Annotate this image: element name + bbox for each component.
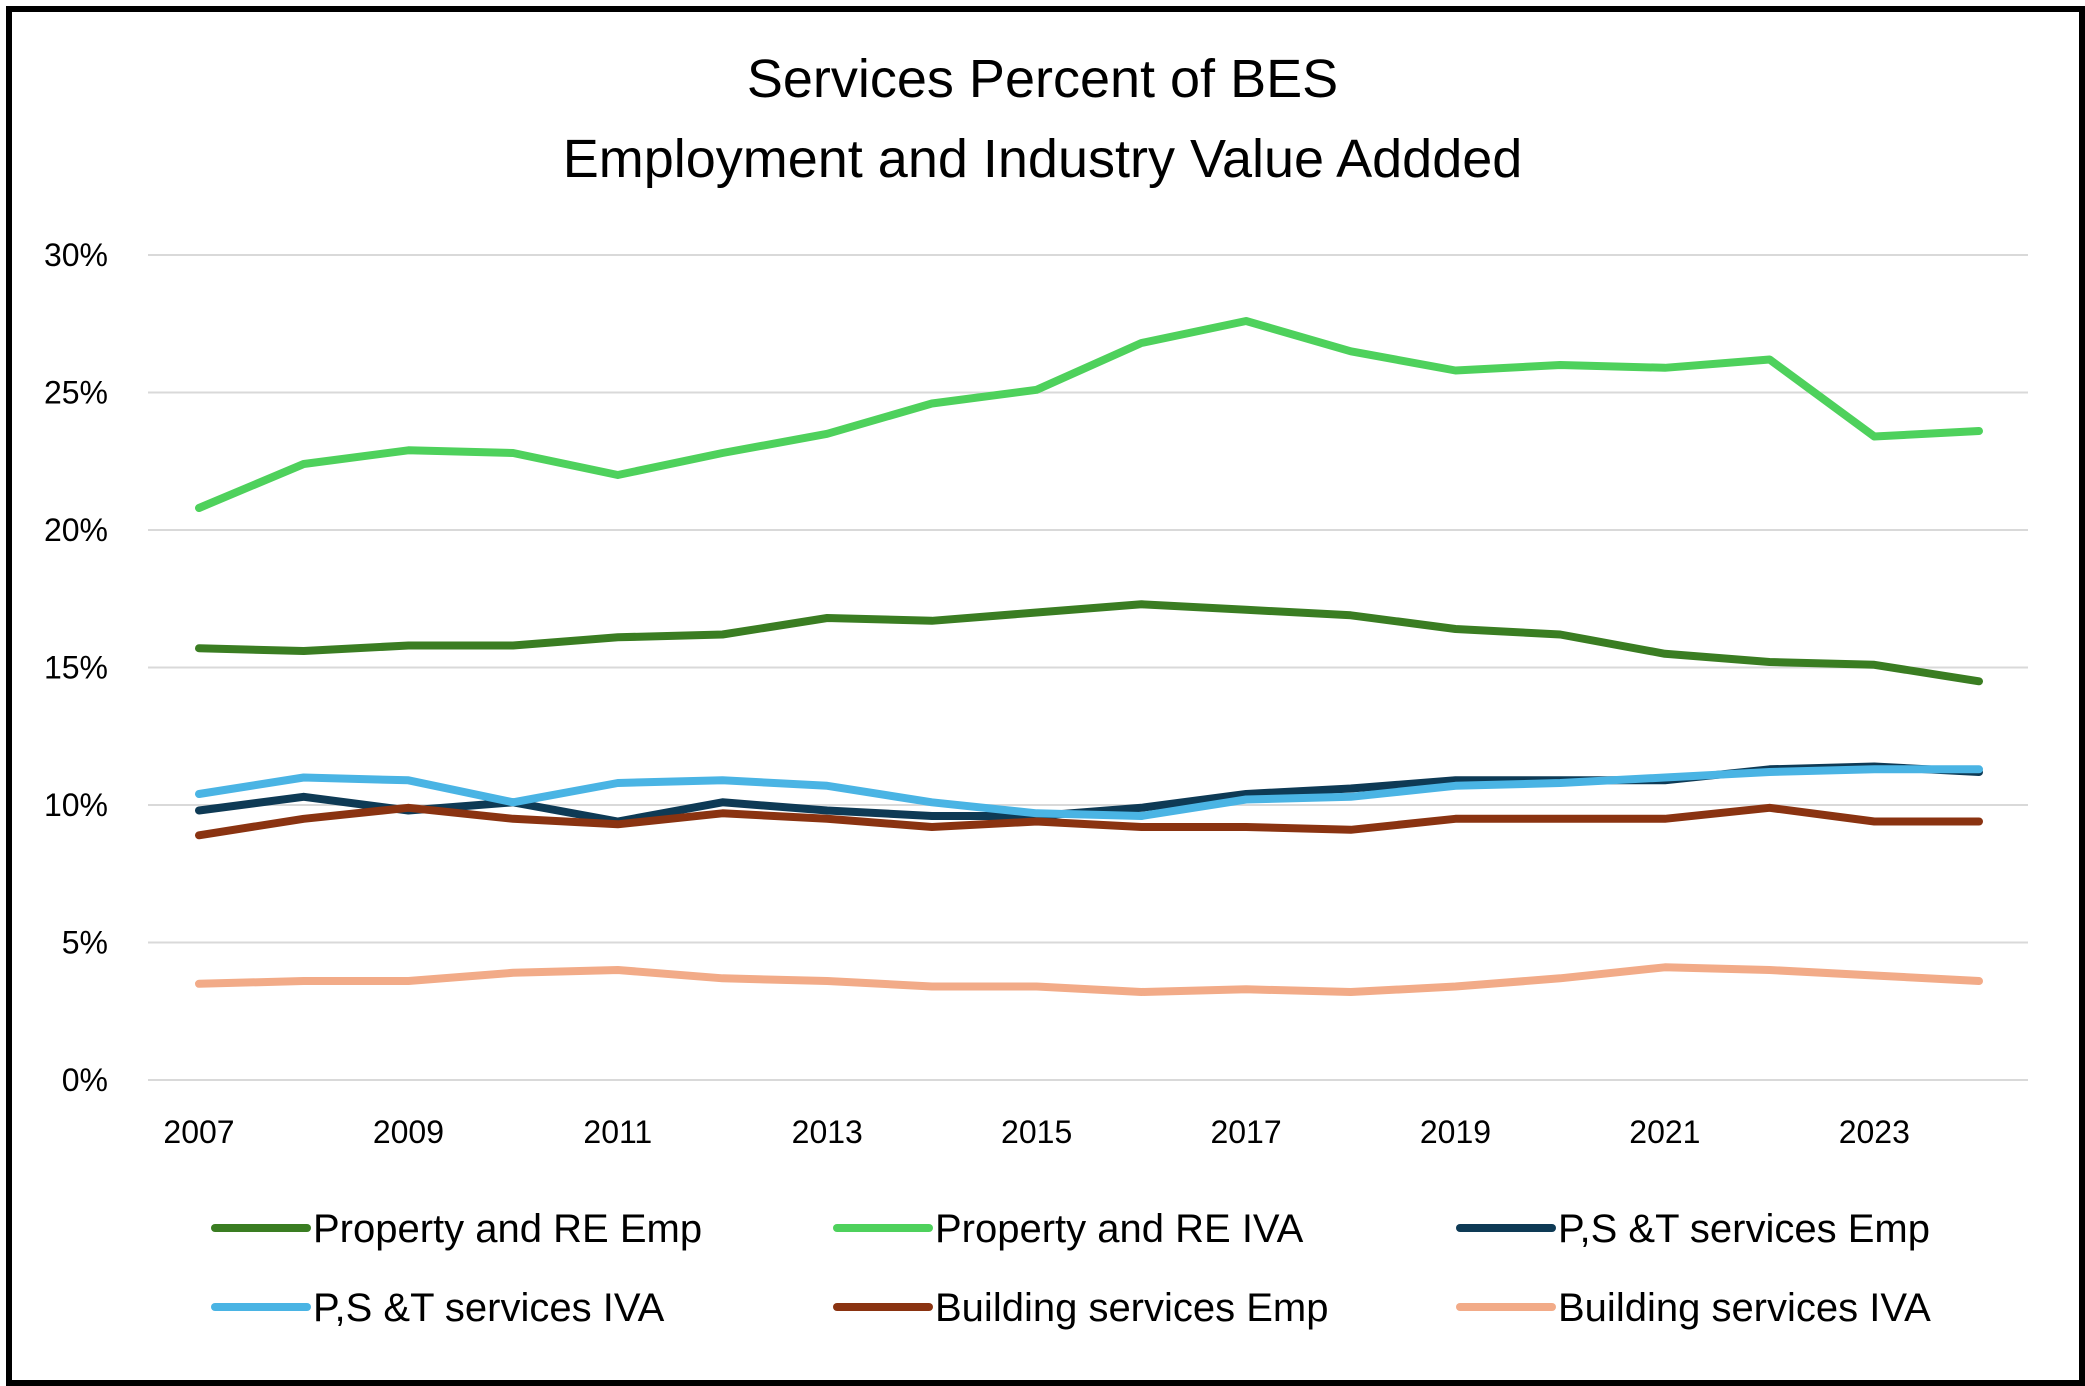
series-line-property-and-re-iva bbox=[195, 317, 1983, 512]
x-tick-label: 2023 bbox=[1839, 1114, 1910, 1150]
x-tick-label: 2011 bbox=[583, 1114, 652, 1150]
y-tick-label: 30% bbox=[44, 237, 108, 273]
x-tick-label: 2013 bbox=[792, 1114, 863, 1150]
legend-label: P,S &T services IVA bbox=[313, 1286, 665, 1330]
x-tick-label: 2015 bbox=[1001, 1114, 1072, 1150]
x-tick-label: 2021 bbox=[1629, 1114, 1700, 1150]
legend-label: P,S &T services Emp bbox=[1558, 1207, 1930, 1251]
legend-label: Property and RE IVA bbox=[935, 1207, 1304, 1251]
chart-title-line-1: Services Percent of BES bbox=[746, 49, 1339, 109]
series-lines bbox=[195, 317, 1983, 996]
y-tick-label: 10% bbox=[44, 787, 108, 823]
legend-label: Building services Emp bbox=[935, 1286, 1329, 1330]
legend-label: Property and RE Emp bbox=[313, 1207, 702, 1251]
gridlines bbox=[148, 254, 2028, 1081]
legend-label: Building services IVA bbox=[1558, 1286, 1931, 1330]
x-tick-label: 2019 bbox=[1420, 1114, 1491, 1150]
y-tick-label: 0% bbox=[62, 1062, 108, 1098]
series-line-property-and-re-emp bbox=[195, 600, 1983, 686]
x-tick-label: 2009 bbox=[373, 1114, 444, 1150]
chart-frame bbox=[6, 6, 2085, 1386]
series-line-p-s-t-services-iva bbox=[195, 765, 1983, 820]
x-tick-label: 2007 bbox=[163, 1114, 234, 1150]
y-tick-label: 5% bbox=[62, 925, 108, 961]
x-tick-label: 2017 bbox=[1210, 1114, 1281, 1150]
chart-title-line-2: Employment and Industry Value Addded bbox=[562, 129, 1523, 189]
legend: Property and RE Emp Property and RE IVA P,… bbox=[211, 1207, 1931, 1330]
y-tick-label: 25% bbox=[44, 375, 108, 411]
x-axis: 2007 2009 2011 2013 2015 2017 2019 2021 2023 bbox=[163, 1114, 1909, 1150]
y-tick-label: 20% bbox=[44, 512, 108, 548]
y-tick-label: 15% bbox=[44, 650, 108, 686]
series-line-building-services-iva bbox=[195, 963, 1983, 996]
series-line-building-services-emp bbox=[195, 803, 1983, 840]
y-axis: 0% 5% 10% 15% 20% 25% 30% bbox=[44, 237, 108, 1098]
